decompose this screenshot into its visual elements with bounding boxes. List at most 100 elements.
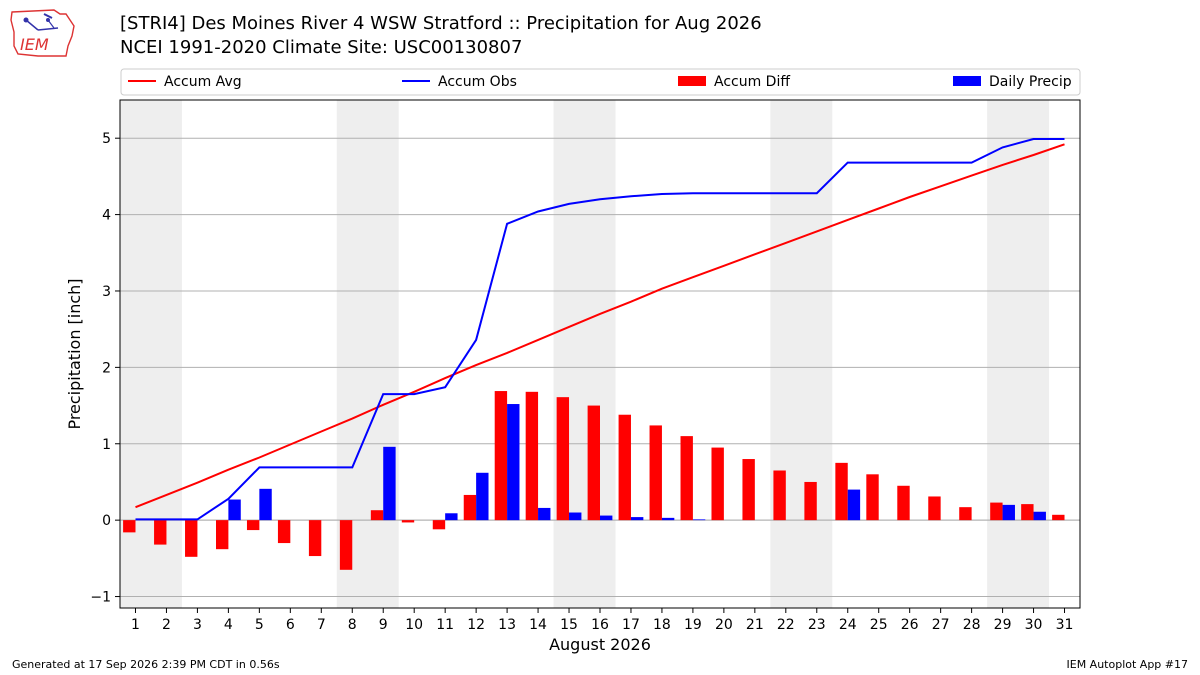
accum-diff-bar <box>649 425 662 521</box>
x-tick-label: 13 <box>498 617 516 633</box>
daily-precip-bar <box>661 517 675 521</box>
y-tick-label: 3 <box>102 284 111 300</box>
x-tick-label: 11 <box>436 617 454 633</box>
accum-diff-bar <box>804 481 817 521</box>
accum-diff-bar <box>123 520 136 533</box>
accum-diff-bar <box>432 520 446 530</box>
weekend-band <box>987 100 1050 608</box>
daily-precip-bar <box>383 446 396 521</box>
daily-precip-bar <box>507 404 520 521</box>
legend-label: Accum Obs <box>438 74 517 90</box>
accum-diff-bar <box>401 520 415 523</box>
legend-box <box>120 68 1081 96</box>
x-tick-label: 18 <box>653 617 671 633</box>
x-tick-label: 20 <box>715 617 733 633</box>
accum-diff-bar <box>618 414 631 521</box>
x-tick-label: 7 <box>317 617 326 633</box>
weekend-band <box>770 100 833 608</box>
accum-diff-bar <box>990 502 1003 521</box>
legend-accum-obs: Accum Obs <box>402 74 517 90</box>
daily-precip-bar <box>538 507 551 521</box>
accum-diff-bar <box>494 391 508 521</box>
x-tick-label: 16 <box>591 617 609 633</box>
y-tick-label: 4 <box>102 208 111 224</box>
x-tick-label: 23 <box>808 617 826 633</box>
daily-precip-bar <box>692 519 706 521</box>
accum-diff-bar <box>1052 514 1065 521</box>
x-tick-label: 5 <box>255 617 264 633</box>
accum-diff-bar <box>680 436 693 521</box>
lines <box>135 138 1065 521</box>
accum-diff-bar <box>216 520 229 550</box>
accum-diff-bar <box>711 447 724 521</box>
logo-text: IEM <box>20 35 49 54</box>
y-tick-label: 2 <box>102 360 111 376</box>
accum-diff-bar <box>525 391 539 521</box>
x-tick-label: 2 <box>162 617 171 633</box>
legend-accum-diff: Accum Diff <box>678 74 790 90</box>
daily-precip-bar <box>569 512 582 521</box>
legend-accum-avg: Accum Avg <box>128 74 242 90</box>
legend-label: Accum Avg <box>164 74 242 90</box>
weekend-band <box>553 100 616 608</box>
daily-precip-bar <box>1002 504 1015 521</box>
x-tick-label: 3 <box>193 617 202 633</box>
accum-diff-bar <box>1021 504 1034 521</box>
accum-diff-bar <box>866 474 879 521</box>
x-tick-label: 26 <box>901 617 919 633</box>
accum-diff-bar <box>742 459 755 521</box>
x-tick-label: 15 <box>560 617 578 633</box>
x-axis-ticks: 1 2 3 4 5 6 7 8 9 10 11 12 13 14 15 16 17 18 19 20 21 22 23 24 2… <box>131 608 1073 633</box>
bars <box>123 391 1065 570</box>
accum-diff-bar <box>185 520 198 557</box>
daily-precip-bar <box>476 472 489 521</box>
x-tick-label: 4 <box>224 617 233 633</box>
x-tick-label: 28 <box>963 617 981 633</box>
accum-diff-bar <box>587 405 600 521</box>
weekend-shading <box>120 100 1050 608</box>
accum-diff-bar <box>277 520 291 544</box>
x-axis-label: August 2026 <box>549 635 651 654</box>
accum-diff-bar <box>928 496 941 521</box>
x-tick-label: 8 <box>348 617 357 633</box>
x-tick-label: 14 <box>529 617 547 633</box>
y-axis-ticks: −1 0 1 2 3 4 5 <box>90 131 120 606</box>
y-tick-label: 1 <box>102 437 111 453</box>
y-axis-label: Precipitation [inch] <box>65 278 84 429</box>
accum-diff-bar <box>897 485 910 521</box>
accum-avg-line <box>135 143 1065 509</box>
accum-diff-bar <box>556 397 570 521</box>
y-tick-label: −1 <box>90 590 111 606</box>
x-tick-label: 10 <box>405 617 423 633</box>
x-tick-label: 21 <box>746 617 764 633</box>
legend-swatch <box>953 76 981 86</box>
accum-obs-line <box>135 138 1065 521</box>
x-tick-label: 9 <box>379 617 388 633</box>
legend-daily-precip: Daily Precip <box>953 74 1072 90</box>
accum-diff-bar <box>463 494 477 521</box>
legend-swatch <box>678 76 706 86</box>
daily-precip-bar <box>228 499 241 521</box>
x-tick-label: 24 <box>839 617 857 633</box>
daily-precip-bar <box>259 488 272 521</box>
accum-diff-bar <box>308 520 322 557</box>
accum-diff-bar <box>246 520 260 531</box>
chart-subtitle: NCEI 1991-2020 Climate Site: USC00130807 <box>120 37 523 58</box>
accum-diff-bar <box>959 507 972 521</box>
daily-precip-bar <box>1033 511 1046 521</box>
x-tick-label: 19 <box>684 617 702 633</box>
x-tick-label: 6 <box>286 617 295 633</box>
app-note: IEM Autoplot App #17 <box>1066 658 1189 671</box>
accum-diff-bar <box>773 470 786 521</box>
chart-title: [STRI4] Des Moines River 4 WSW Stratford… <box>120 13 762 34</box>
generated-note: Generated at 17 Sep 2026 2:39 PM CDT in … <box>12 658 280 671</box>
x-tick-label: 12 <box>467 617 485 633</box>
daily-precip-bar <box>847 489 861 521</box>
daily-precip-bar <box>630 517 644 521</box>
accum-diff-bar <box>339 520 353 570</box>
iem-logo: IEM <box>10 9 75 57</box>
x-tick-label: 25 <box>870 617 888 633</box>
x-tick-label: 17 <box>622 617 640 633</box>
y-tick-label: 5 <box>102 131 111 147</box>
